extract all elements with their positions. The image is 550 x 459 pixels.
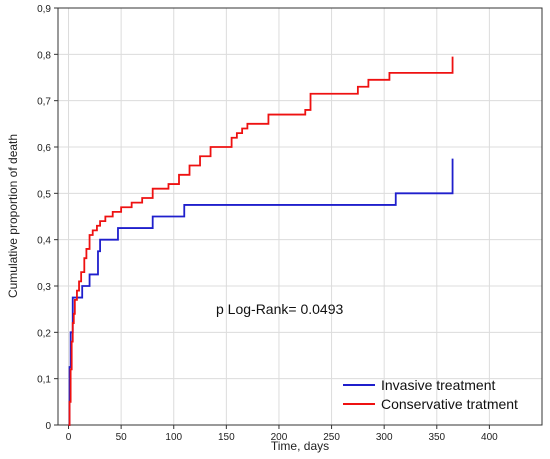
x-tick-label: 150	[218, 432, 235, 443]
y-tick-label: 0,3	[37, 282, 51, 293]
legend: Invasive treatment Conservative tratment	[343, 377, 518, 412]
y-tick-label: 0	[45, 421, 51, 432]
grid	[58, 7, 542, 426]
y-tick-label: 0,9	[37, 4, 51, 15]
y-tick-label: 0,6	[37, 143, 51, 154]
y-axis-ticks: 0 0,1 0,2 0,3 0,4 0,5 0,6 0,7 0,8 0,9	[37, 4, 58, 432]
p-value-annotation: p Log-Rank= 0.0493	[216, 301, 343, 317]
x-tick-label: 250	[323, 432, 340, 443]
series-line-conservative	[68, 56, 454, 426]
y-tick-label: 0,7	[37, 97, 51, 108]
y-tick-label: 0,2	[37, 328, 51, 339]
series-lines	[68, 56, 454, 426]
y-tick-label: 0,1	[37, 375, 51, 386]
series-line-invasive	[68, 158, 454, 426]
x-tick-label: 300	[376, 432, 393, 443]
x-tick-label: 50	[116, 432, 128, 443]
plot-frame	[57, 7, 543, 426]
x-axis-ticks: 0 50 100 150 200 250 300 350 400	[66, 425, 498, 443]
x-tick-label: 0	[66, 432, 72, 443]
y-tick-label: 0,4	[37, 236, 51, 247]
x-axis-label: Time, days	[271, 439, 329, 453]
x-tick-label: 350	[428, 432, 445, 443]
legend-label-conservative: Conservative tratment	[381, 396, 518, 412]
x-tick-label: 100	[165, 432, 182, 443]
y-tick-label: 0,5	[37, 189, 51, 200]
x-tick-label: 400	[481, 432, 498, 443]
y-axis-label: Cumulative proportion of death	[6, 134, 20, 298]
y-tick-label: 0,8	[37, 50, 51, 61]
legend-label-invasive: Invasive treatment	[381, 377, 495, 393]
x-tick-label: 200	[271, 432, 288, 443]
